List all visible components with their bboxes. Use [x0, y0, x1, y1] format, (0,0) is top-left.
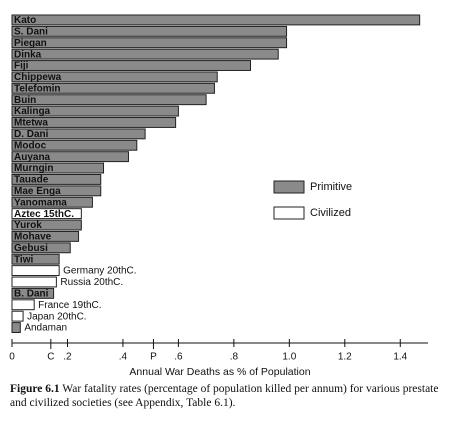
bar-label: Germany 20thC. — [63, 266, 136, 277]
bar — [11, 94, 207, 106]
x-tick-label: 1.4 — [393, 352, 407, 363]
legend-swatch — [273, 180, 305, 194]
bar-label: Andaman — [24, 323, 67, 334]
bar-label: Kalinga — [14, 106, 51, 117]
bar-label: Dinka — [14, 49, 42, 60]
x-tick-label: 0 — [9, 352, 15, 363]
bar-label: B. Dani — [14, 289, 49, 300]
bar — [11, 185, 102, 197]
bar-label: Gebusi — [14, 243, 48, 254]
bar — [11, 71, 218, 83]
bar-label: Fiji — [14, 61, 29, 72]
bar — [11, 128, 146, 140]
legend-label: Primitive — [310, 181, 352, 193]
marker-label: C — [47, 352, 54, 363]
bar — [11, 60, 252, 71]
bar — [11, 105, 179, 117]
bar-label: Piegan — [14, 38, 47, 49]
bar-label: Murngin — [14, 163, 53, 174]
bar — [11, 151, 129, 163]
caption-box: Figure 6.1 War fatality rates (percentag… — [10, 382, 442, 410]
marker-label: P — [150, 352, 157, 363]
bar-label: Mtetwa — [14, 118, 48, 129]
bar-label: Mae Enga — [14, 186, 61, 197]
caption-label: Figure 6.1 — [10, 383, 60, 395]
bar — [11, 208, 82, 220]
bar — [11, 25, 288, 37]
x-tick-label: 1.0 — [282, 352, 296, 363]
bar — [11, 287, 55, 299]
bar-label: France 19thC. — [38, 300, 101, 311]
bar-label: Kato — [14, 15, 36, 26]
bar-label: Tiwi — [14, 254, 33, 265]
x-tick-label: 1.2 — [338, 352, 352, 363]
bar — [11, 322, 21, 334]
caption: Figure 6.1 War fatality rates (percentag… — [10, 382, 442, 410]
bar-label: Chippewa — [14, 72, 62, 83]
bar — [11, 82, 215, 94]
bar-label: Mohave — [14, 232, 52, 243]
bar — [11, 14, 421, 26]
bar-label: Yanomama — [14, 197, 67, 208]
bar — [11, 276, 57, 288]
bar — [11, 117, 177, 128]
x-tick-label: .6 — [174, 352, 183, 363]
bar-label: S. Dani — [14, 26, 48, 37]
bar — [11, 299, 35, 311]
bar — [11, 242, 71, 254]
bar — [11, 162, 105, 174]
bar — [11, 219, 82, 231]
legend-label: Civilized — [310, 207, 351, 219]
bar-label: Tauade — [14, 175, 49, 186]
bar-label: D. Dani — [14, 129, 49, 140]
x-tick-label: .2 — [63, 352, 72, 363]
bar — [11, 48, 279, 60]
bar — [11, 196, 93, 208]
x-tick-label: .8 — [230, 352, 239, 363]
bar-label: Modoc — [14, 140, 47, 151]
bar-label: Buin — [14, 95, 36, 106]
legend-swatch — [273, 206, 305, 220]
bar-label: Russia 20thC. — [60, 277, 123, 288]
bar-label: Telefomin — [14, 83, 60, 94]
bar — [11, 174, 102, 185]
x-tick-label: .4 — [119, 352, 128, 363]
bar-label: Yurok — [14, 220, 42, 231]
bar-label: Auyana — [14, 152, 51, 163]
bar-label: Japan 20thC. — [27, 311, 87, 322]
bar — [11, 265, 60, 277]
bar-label: Aztec 15thC. — [14, 209, 74, 220]
bar — [11, 37, 288, 49]
bar — [11, 139, 138, 151]
bar — [11, 230, 80, 242]
caption-text: War fatality rates (percentage of popula… — [10, 383, 439, 409]
bar — [11, 253, 60, 265]
x-axis-label: Annual War Deaths as % of Population — [129, 366, 310, 378]
bar — [11, 310, 24, 322]
